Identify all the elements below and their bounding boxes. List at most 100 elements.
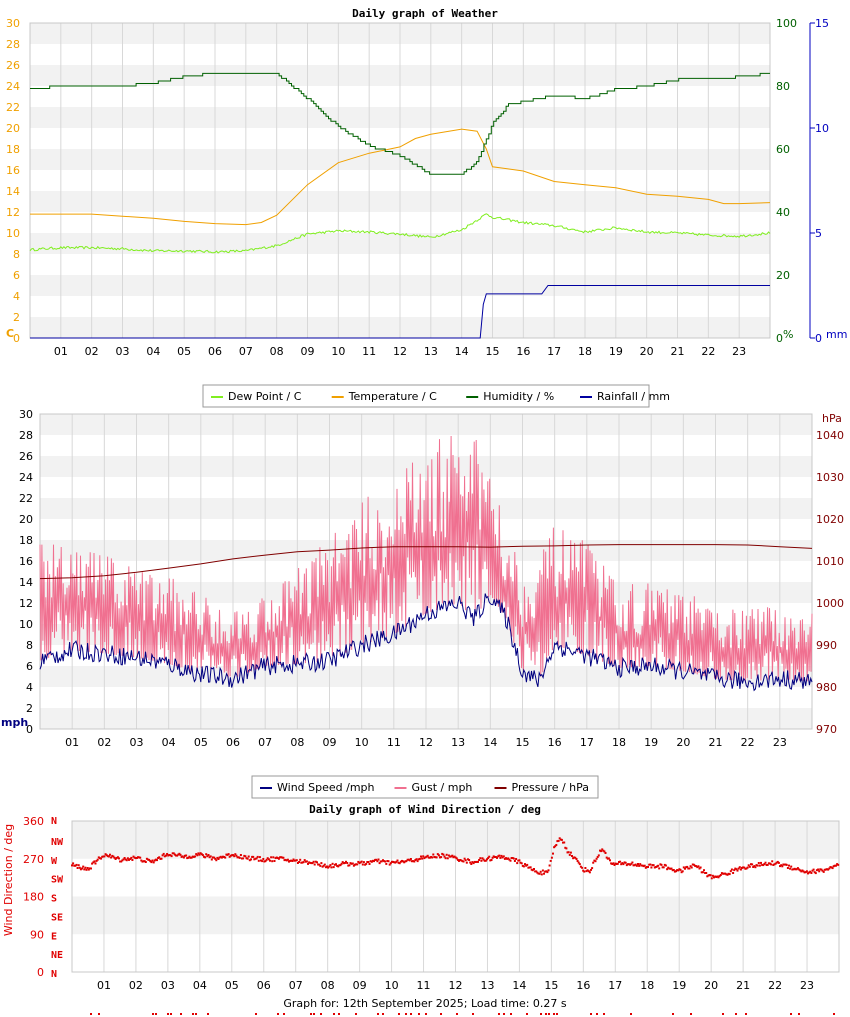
weather-rain-unit: mm	[826, 328, 847, 341]
direction-point	[638, 864, 641, 867]
direction-point	[295, 859, 298, 862]
direction-point	[585, 870, 588, 873]
direction-point	[645, 866, 648, 868]
direction-point	[114, 858, 117, 860]
direction-point	[119, 860, 122, 863]
direction-point	[605, 856, 608, 859]
weather-temp-tick: 4	[13, 290, 20, 303]
weather-legend-label: Humidity / %	[483, 390, 554, 403]
gust-line	[39, 435, 813, 682]
direction-point	[313, 863, 316, 866]
direction-point	[370, 860, 373, 863]
direction-point	[663, 863, 666, 866]
direction-point	[276, 857, 279, 859]
direction-point	[390, 860, 393, 863]
direction-point	[478, 859, 481, 861]
direction-point	[566, 851, 569, 854]
direction-compass-label: W	[51, 856, 58, 867]
weather-hour-label: 05	[177, 345, 191, 358]
direction-point	[664, 864, 667, 867]
direction-point	[619, 860, 622, 863]
direction-point	[153, 859, 156, 862]
direction-point	[711, 874, 714, 877]
direction-point	[480, 859, 483, 862]
direction-point	[700, 871, 703, 874]
direction-point	[643, 864, 646, 867]
direction-point	[245, 857, 248, 860]
direction-point	[826, 868, 828, 871]
direction-point	[289, 859, 292, 862]
direction-point	[680, 871, 683, 874]
wind-hour-label: 23	[773, 736, 787, 749]
direction-point	[779, 865, 781, 868]
direction-point	[236, 856, 239, 859]
direction-point	[799, 869, 802, 872]
weather-temp-tick: 10	[6, 227, 20, 240]
direction-point	[719, 874, 722, 876]
direction-activity-mark	[170, 1013, 172, 1015]
direction-point	[179, 853, 182, 856]
direction-point	[763, 863, 766, 865]
direction-point	[538, 872, 541, 875]
direction-point	[242, 857, 245, 860]
direction-point	[157, 857, 160, 859]
wind-speed-tick: 0	[26, 723, 33, 736]
weather-humidity-tick: 20	[776, 269, 790, 282]
direction-point	[447, 854, 450, 857]
direction-point	[151, 859, 154, 862]
direction-point	[227, 853, 230, 856]
direction-point	[122, 858, 125, 861]
direction-point	[241, 857, 243, 860]
direction-point	[433, 856, 436, 858]
direction-point	[169, 854, 172, 857]
direction-point	[517, 859, 520, 862]
direction-point	[573, 856, 576, 859]
direction-point	[642, 865, 645, 868]
direction-point	[191, 855, 194, 858]
direction-point	[397, 861, 400, 864]
direction-hour-label: 22	[768, 979, 782, 992]
direction-point	[483, 859, 486, 862]
wind-pressure-tick: 990	[816, 639, 837, 652]
direction-point	[651, 864, 654, 867]
direction-point	[772, 864, 775, 866]
direction-point	[690, 866, 693, 869]
direction-point	[509, 859, 512, 862]
direction-point	[752, 866, 755, 868]
direction-point	[396, 859, 399, 862]
direction-point	[464, 859, 467, 862]
direction-compass-label: NE	[51, 950, 63, 961]
direction-point	[405, 860, 408, 863]
direction-point	[451, 854, 454, 857]
direction-point	[706, 875, 709, 878]
weather-hour-label: 18	[578, 345, 592, 358]
direction-point	[746, 866, 749, 869]
wind-pressure-tick: 1020	[816, 513, 844, 526]
direction-point	[96, 858, 99, 861]
direction-point	[677, 869, 680, 872]
direction-point	[73, 864, 76, 867]
direction-point	[91, 862, 94, 865]
direction-point	[138, 856, 141, 859]
direction-point	[814, 872, 817, 875]
direction-point	[611, 863, 614, 865]
direction-point	[757, 862, 760, 864]
direction-point	[181, 855, 184, 858]
direction-point	[565, 847, 568, 850]
direction-point	[583, 870, 586, 873]
direction-activity-mark	[690, 1013, 692, 1015]
temperature-line	[30, 128, 771, 226]
direction-point	[167, 854, 170, 857]
direction-hour-label: 21	[736, 979, 750, 992]
direction-point	[327, 866, 330, 869]
direction-point	[72, 862, 75, 865]
weather-temp-tick: 8	[13, 248, 20, 261]
direction-hour-label: 10	[385, 979, 399, 992]
direction-point	[441, 852, 444, 855]
direction-point	[262, 858, 265, 860]
direction-point	[359, 861, 362, 864]
direction-point	[453, 855, 456, 858]
direction-point	[789, 867, 792, 870]
direction-point	[618, 861, 620, 863]
direction-point	[833, 864, 836, 867]
